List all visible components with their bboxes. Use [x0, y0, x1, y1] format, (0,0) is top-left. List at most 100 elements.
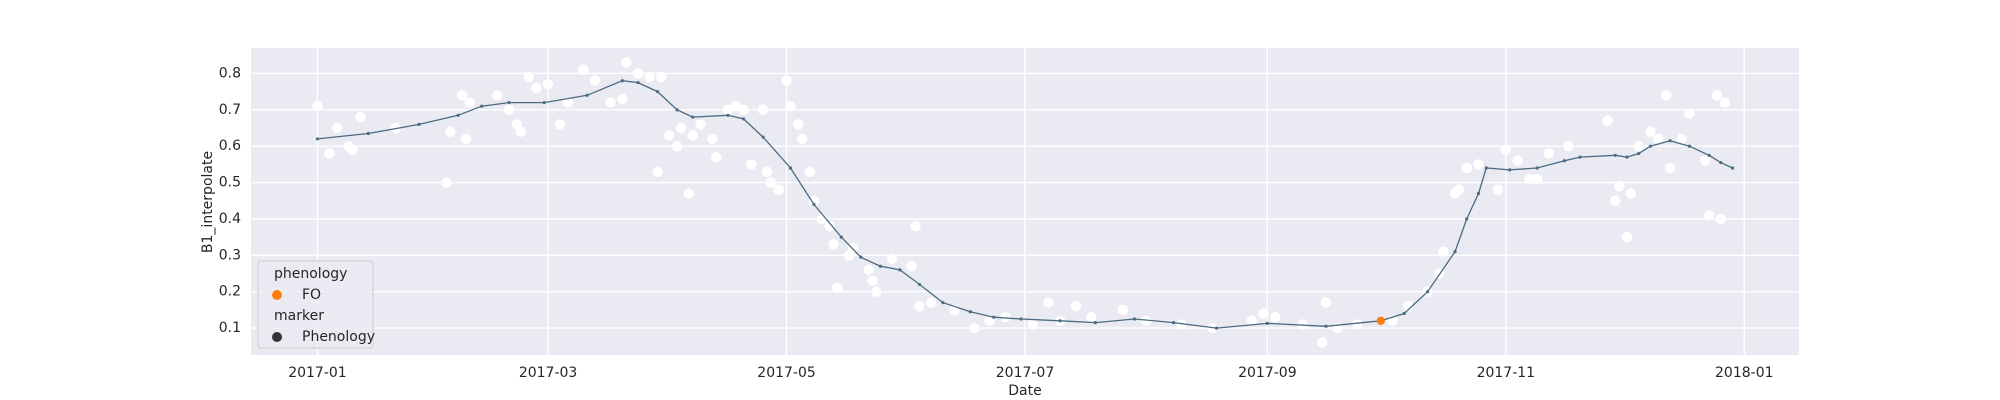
- x-tick-label: 2017-11: [1477, 365, 1536, 381]
- scatter-point: [1703, 210, 1715, 221]
- x-tick-label: 2017-07: [996, 365, 1055, 381]
- scatter-point: [347, 144, 358, 156]
- line-vertex: [761, 135, 765, 139]
- scatter-point: [1492, 184, 1504, 196]
- scatter-point: [1676, 133, 1687, 145]
- x-tick-label: 2018-01: [1715, 365, 1774, 381]
- line-vertex: [675, 108, 679, 112]
- scatter-point: [1117, 304, 1128, 316]
- line-vertex: [1668, 139, 1672, 143]
- scatter-point: [589, 75, 601, 86]
- scatter-point: [656, 71, 667, 83]
- line-vertex: [788, 166, 793, 170]
- scatter-point: [925, 297, 937, 308]
- scatter-point: [785, 100, 796, 112]
- line-vertex: [741, 117, 746, 121]
- scatter-point: [1610, 195, 1621, 206]
- line-vertex: [1613, 153, 1617, 157]
- scatter-point: [664, 130, 675, 141]
- line-vertex: [620, 79, 624, 83]
- scatter-point: [1316, 337, 1328, 348]
- scatter-point: [1664, 162, 1676, 174]
- scatter-point: [617, 93, 628, 105]
- y-axis-label: B1_interpolate: [200, 151, 216, 253]
- line-vertex: [1687, 144, 1692, 148]
- scatter-point: [578, 64, 589, 76]
- legend-title: marker: [274, 308, 324, 324]
- scatter-point: [1645, 126, 1656, 137]
- line-vertex: [1465, 217, 1469, 221]
- scatter-point: [828, 239, 839, 250]
- scatter-point: [1512, 155, 1523, 166]
- y-tick-label: 0.3: [219, 247, 241, 263]
- line-vertex: [1324, 324, 1328, 328]
- scatter-point: [1258, 308, 1269, 319]
- scatter-point: [710, 151, 722, 163]
- scatter-point: [515, 126, 526, 137]
- scatter-point: [1653, 133, 1664, 145]
- line-vertex: [1093, 321, 1097, 325]
- scatter-point: [707, 133, 718, 145]
- line-vertex: [1484, 166, 1488, 170]
- scatter-point: [605, 97, 616, 108]
- line-vertex: [1637, 151, 1641, 156]
- legend-label: FO: [302, 287, 321, 303]
- scatter-point: [652, 166, 663, 177]
- scatter-point: [675, 122, 687, 134]
- legend-marker: [272, 290, 282, 300]
- line-vertex: [726, 113, 730, 117]
- scatter-point: [781, 75, 792, 86]
- line-vertex: [968, 310, 972, 314]
- line-vertex: [1453, 250, 1457, 254]
- scatter-point: [1602, 115, 1613, 126]
- scatter-point: [1176, 319, 1187, 330]
- scatter-point: [456, 90, 468, 101]
- scatter-point: [1543, 148, 1555, 159]
- line-vertex: [366, 131, 370, 136]
- scatter-point: [886, 253, 898, 265]
- scatter-point: [832, 282, 843, 294]
- scatter-point: [730, 100, 741, 112]
- scatter-point: [312, 100, 323, 112]
- line-vertex: [1214, 326, 1219, 330]
- scatter-point: [523, 71, 534, 83]
- scatter-point: [492, 90, 503, 101]
- line-vertex: [1265, 321, 1269, 325]
- line-vertex: [941, 301, 945, 305]
- scatter-point: [1563, 141, 1574, 152]
- marks: [312, 57, 1735, 348]
- line-vertex: [480, 104, 484, 108]
- x-tick-label: 2017-05: [757, 365, 816, 381]
- scatter-point: [1086, 311, 1097, 323]
- legend-box: [257, 260, 374, 349]
- scatter-point: [746, 159, 757, 170]
- legend: phenology FO marker Phenology: [257, 260, 375, 349]
- line-vertex: [1625, 155, 1629, 159]
- scatter-point: [1715, 213, 1727, 225]
- x-tick-label: 2017-03: [519, 365, 578, 381]
- scatter-point: [914, 301, 925, 312]
- scatter-point: [773, 184, 784, 196]
- scatter-point: [1633, 141, 1644, 152]
- line-vertex: [507, 100, 511, 105]
- line-vertex: [1730, 166, 1735, 170]
- line-vertex: [1476, 191, 1481, 196]
- line-vertex: [898, 268, 902, 272]
- line-vertex: [1562, 159, 1567, 163]
- scatter-point: [695, 119, 706, 130]
- scatter-point: [554, 119, 566, 130]
- scatter-point: [1269, 311, 1281, 323]
- line-vertex: [1019, 317, 1023, 321]
- line-vertex: [859, 255, 863, 259]
- scatter-point: [847, 242, 859, 254]
- scatter-point: [644, 71, 655, 83]
- scatter-point: [1473, 159, 1484, 170]
- scatter-point: [796, 133, 808, 145]
- scatter-point: [542, 79, 554, 90]
- legend-label: Phenology: [302, 329, 375, 345]
- scatter-point: [1719, 97, 1730, 108]
- line-vertex: [1535, 166, 1539, 170]
- scatter-point: [1140, 315, 1152, 327]
